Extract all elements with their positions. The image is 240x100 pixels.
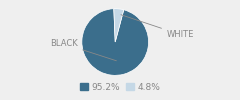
Wedge shape — [114, 9, 124, 42]
Text: BLACK: BLACK — [50, 39, 116, 61]
Wedge shape — [82, 9, 149, 75]
Legend: 95.2%, 4.8%: 95.2%, 4.8% — [76, 79, 164, 95]
Text: WHITE: WHITE — [121, 15, 194, 39]
